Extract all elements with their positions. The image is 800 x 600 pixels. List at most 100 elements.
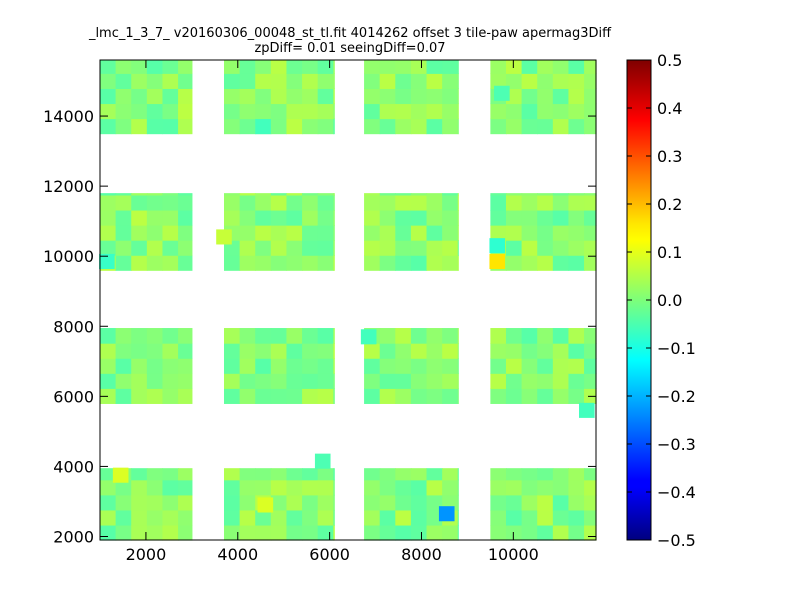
heatmap-cell [302,388,319,404]
heatmap-cell [537,193,554,196]
heatmap-cell [286,328,303,344]
heatmap-cell [490,373,507,389]
heatmap-cell [255,73,272,89]
heatmap-cell [115,103,132,120]
heatmap-cell [317,60,334,74]
x-axis: 2000 4000 6000 8000 10000 [126,60,539,564]
heatmap-cell [410,60,428,74]
heatmap-cell [317,468,334,481]
x-tick-label: 2000 [126,545,167,564]
heatmap-cell [317,388,334,404]
heatmap-cell [302,524,319,541]
heatmap-cell [286,240,303,256]
heatmap-cell [490,494,507,511]
heatmap-cell [255,373,272,389]
heatmap-cell [286,225,303,241]
heatmap-cell [178,60,193,74]
heatmap-cell [395,118,412,135]
heatmap-cell [224,73,241,89]
heatmap-cell [239,524,256,541]
heatmap-cell [410,118,428,135]
heatmap-cell [100,479,117,496]
colorbar-tick-label: 0.3 [657,147,682,166]
heatmap-cell [426,509,443,526]
colorbar-tick-label: −0.4 [657,483,696,502]
heatmap-cell [270,193,288,196]
heatmap-cell [224,118,241,135]
heatmap-cell [317,328,334,344]
heatmap-cell [317,494,334,511]
heatmap-cell [317,240,334,256]
heatmap-cell [410,225,428,241]
heatmap-cell [521,88,538,105]
heatmap-cell [410,494,428,511]
heatmap-cell [426,358,443,374]
heatmap-cell [286,468,303,481]
heatmap-cell [100,103,117,120]
heatmap-cell [442,479,459,496]
x-tick-label: 4000 [217,545,258,564]
heatmap-cell [505,494,523,511]
heatmap-cell [100,468,117,481]
heatmap-cell [131,388,148,404]
heatmap-cell [131,88,148,105]
heatmap-cell [552,103,570,120]
heatmap-cell [537,388,554,404]
heatmap-cell [426,373,443,389]
x-tick-label: 6000 [309,545,350,564]
heatmap-cell [505,118,523,135]
heatmap-cell [457,524,459,541]
heatmap-cell [490,60,507,74]
heatmap-cell [146,479,164,496]
heatmap-cell [379,88,396,105]
heatmap-cell-highlight [257,497,274,513]
y-tick-label: 14000 [43,107,94,126]
heatmap-cell [568,509,585,526]
heatmap-cell [286,358,303,374]
heatmap-cell [286,388,303,404]
heatmap-cell [178,194,193,211]
heatmap-cell [178,494,193,511]
heatmap-cell [395,358,412,374]
heatmap-cell [584,194,597,211]
heatmap-cell [224,388,241,404]
heatmap-cell [490,118,507,135]
heatmap-cell [521,479,538,496]
heatmap-cell [162,373,179,389]
heatmap-cell [286,194,303,211]
heatmap-cell [537,468,554,481]
heatmap-cell [537,479,554,496]
heatmap-cell [146,103,164,120]
heatmap-cell [317,509,334,526]
heatmap-cell [146,240,164,256]
heatmap-cell [317,194,334,211]
heatmap-cell [131,225,148,241]
heatmap-cell [333,60,335,74]
heatmap-cell [302,194,319,211]
heatmap-cell [224,328,241,344]
heatmap-cell [178,524,193,541]
colorbar-tick-label: −0.1 [657,339,696,358]
heatmap-cell [224,494,241,511]
heatmap-cell [521,103,538,120]
heatmap-cell [410,88,428,105]
heatmap-cell [255,524,272,541]
heatmap-cell [521,509,538,526]
heatmap-cell [255,468,272,481]
heatmap-cell [490,193,507,196]
heatmap-cell [178,388,193,404]
heatmap-cell [552,388,570,404]
heatmap-cell [552,225,570,241]
heatmap-cell [584,524,597,541]
heatmap-cell [270,103,288,120]
heatmap-cell [239,209,256,226]
heatmap-cells [99,60,597,541]
heatmap-cell [131,468,148,481]
heatmap-cell [317,358,334,374]
heatmap-cell [146,373,164,389]
heatmap-cell [537,60,554,74]
heatmap-cell [521,193,538,196]
chart-title-block: _lmc_1_3_7_ v20160306_00048_st_tl.fit 40… [0,26,700,56]
heatmap-cell [364,240,381,256]
